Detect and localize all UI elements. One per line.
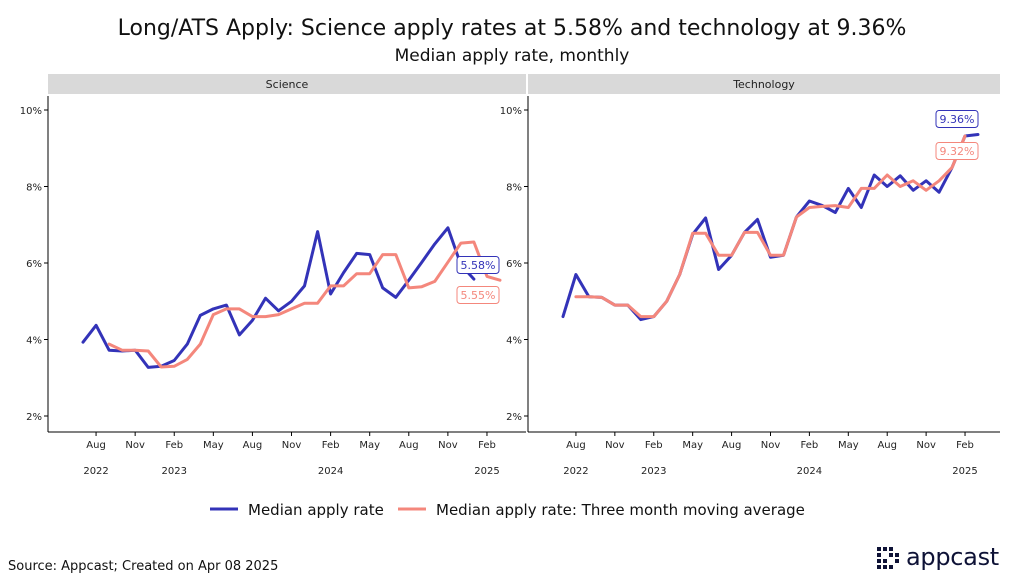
- y-tick-label-science: 8%: [26, 183, 42, 194]
- x-tick-label-technology: Aug: [566, 440, 586, 451]
- x-tick-label-science: Aug: [86, 440, 106, 451]
- end-label-box-technology: [935, 142, 979, 160]
- y-tick-label-technology: 2%: [506, 412, 522, 423]
- x-tick-label-technology: Feb: [645, 440, 663, 451]
- x-tick-label-science: Feb: [165, 440, 183, 451]
- facet-label-science: Science: [266, 78, 309, 91]
- year-label-science: 2022: [83, 466, 108, 477]
- end-label-technology: 9.36%: [940, 113, 975, 126]
- year-label-science: 2024: [318, 466, 343, 477]
- y-tick-label-technology: 4%: [506, 336, 522, 347]
- year-label-science: 2023: [162, 466, 187, 477]
- end-label-technology: 9.32%: [940, 145, 975, 158]
- x-tick-label-science: May: [203, 440, 224, 451]
- legend-label-median: Median apply rate: [248, 501, 384, 519]
- x-tick-label-technology: Nov: [605, 440, 625, 451]
- x-tick-label-technology: May: [838, 440, 859, 451]
- y-tick-label-technology: 10%: [500, 106, 522, 117]
- x-tick-label-technology: Aug: [722, 440, 742, 451]
- year-label-science: 2025: [474, 466, 499, 477]
- y-tick-label-science: 10%: [20, 106, 42, 117]
- y-tick-label-technology: 6%: [506, 259, 522, 270]
- x-tick-label-technology: Aug: [877, 440, 897, 451]
- year-label-technology: 2024: [797, 466, 822, 477]
- facet-strip-science: [48, 74, 526, 94]
- end-label-science: 5.58%: [461, 259, 496, 272]
- x-tick-label-science: Nov: [282, 440, 302, 451]
- end-label-science: 5.55%: [461, 289, 496, 302]
- series-line-moving-average-science: [107, 240, 502, 369]
- x-tick-label-technology: Nov: [916, 440, 936, 451]
- chart-subtitle: Median apply rate, monthly: [394, 46, 630, 66]
- x-tick-label-science: Feb: [322, 440, 340, 451]
- legend-label-moving-average: Median apply rate: Three month moving av…: [436, 501, 805, 519]
- x-tick-label-science: Nov: [438, 440, 458, 451]
- facet-label-technology: Technology: [732, 78, 795, 91]
- end-label-box-science: [456, 256, 500, 274]
- series-line-median-technology: [561, 133, 980, 322]
- appcast-logo-text: appcast: [906, 543, 999, 571]
- appcast-logo: appcast: [876, 543, 1016, 573]
- year-label-technology: 2023: [641, 466, 666, 477]
- facet-strip-technology: [528, 74, 1000, 94]
- x-tick-label-science: Aug: [243, 440, 263, 451]
- x-tick-label-science: Aug: [399, 440, 419, 451]
- series-line-median-science: [81, 226, 476, 369]
- x-tick-label-technology: Feb: [801, 440, 819, 451]
- chart-title: Long/ATS Apply: Science apply rates at 5…: [117, 16, 907, 41]
- appcast-logo-mark-icon: [877, 547, 899, 569]
- x-tick-label-science: May: [359, 440, 380, 451]
- x-tick-label-science: Nov: [125, 440, 145, 451]
- year-label-technology: 2022: [563, 466, 588, 477]
- y-tick-label-science: 4%: [26, 336, 42, 347]
- end-label-box-science: [456, 286, 500, 304]
- series-line-moving-average-technology: [574, 134, 967, 319]
- y-tick-label-science: 6%: [26, 259, 42, 270]
- year-label-technology: 2025: [952, 466, 977, 477]
- source-note: Source: Appcast; Created on Apr 08 2025: [8, 559, 279, 574]
- y-tick-label-technology: 8%: [506, 183, 522, 194]
- x-tick-label-technology: Nov: [761, 440, 781, 451]
- y-tick-label-science: 2%: [26, 412, 42, 423]
- end-label-box-technology: [935, 110, 979, 128]
- x-tick-label-technology: May: [682, 440, 703, 451]
- x-tick-label-technology: Feb: [956, 440, 974, 451]
- x-tick-label-science: Feb: [478, 440, 496, 451]
